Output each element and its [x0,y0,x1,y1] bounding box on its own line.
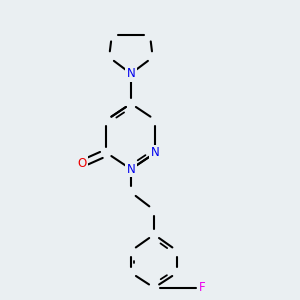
Text: N: N [127,163,135,176]
Text: F: F [199,281,205,294]
Text: O: O [77,157,86,170]
Text: N: N [151,146,160,159]
Text: N: N [127,67,135,80]
